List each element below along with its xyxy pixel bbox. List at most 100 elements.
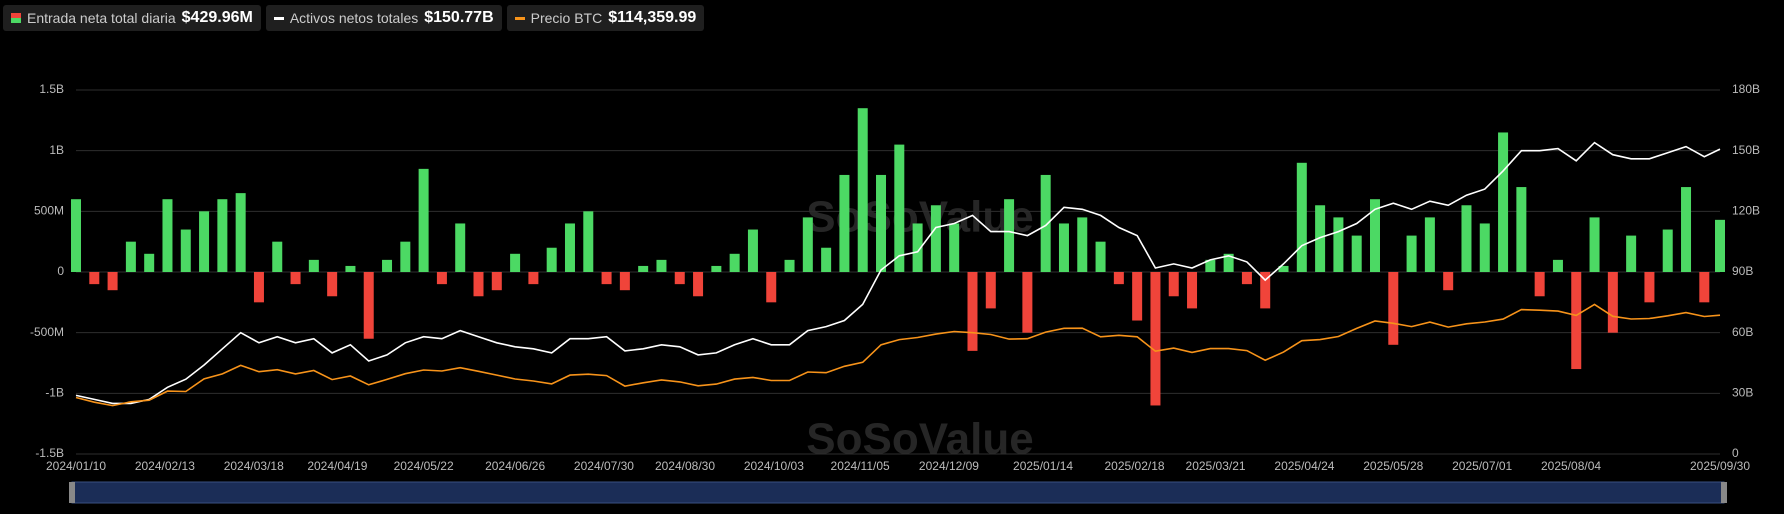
x-tick-label: 2025/03/21 [1186, 459, 1246, 473]
bar [1333, 217, 1344, 272]
bar [1004, 199, 1015, 272]
bar [802, 217, 813, 272]
x-tick-label: 2024/12/09 [919, 459, 979, 473]
bar [912, 223, 923, 272]
bar [436, 272, 447, 285]
bar [1187, 272, 1198, 309]
bar [1552, 259, 1563, 272]
bar [1058, 223, 1069, 272]
bar [125, 241, 136, 272]
navigator-handle[interactable] [69, 482, 75, 503]
x-tick-label: 2025/04/24 [1274, 459, 1334, 473]
bar [327, 272, 338, 297]
bar [839, 174, 850, 272]
bar [1498, 132, 1509, 272]
x-tick-label: 2024/10/03 [744, 459, 804, 473]
bar [1388, 272, 1399, 345]
bar [583, 211, 594, 272]
x-tick-label: 2024/03/18 [224, 459, 284, 473]
bar [235, 193, 246, 272]
y-tick-label: 1B [49, 143, 64, 157]
x-tick-label: 2025/01/14 [1013, 459, 1073, 473]
bar [546, 247, 557, 272]
bar [1241, 272, 1252, 285]
navigator-handle[interactable] [1721, 482, 1727, 503]
bar [71, 199, 81, 272]
bar [1132, 272, 1143, 321]
bar [400, 241, 411, 272]
bar [1699, 272, 1710, 303]
bar [1534, 272, 1545, 297]
bar [1351, 235, 1362, 272]
bar [308, 259, 319, 272]
bar [1077, 217, 1088, 272]
x-tick-label: 2024/11/05 [831, 459, 890, 473]
bar [1223, 253, 1234, 272]
bar [1443, 272, 1454, 291]
x-tick-label: 2025/08/04 [1541, 459, 1601, 473]
bar [674, 272, 685, 285]
legend-icon [273, 16, 284, 20]
x-tick-label: 2024/01/10 [46, 459, 106, 473]
x-tick-label: 2024/04/19 [307, 459, 367, 473]
legend-label: Activos netos totales [289, 10, 419, 26]
bar [564, 223, 575, 272]
bar [1406, 235, 1417, 272]
bar [144, 253, 155, 272]
y2-tick-label: 90B [1732, 264, 1753, 278]
bar [1168, 272, 1179, 297]
bar [345, 265, 356, 272]
bar [747, 229, 758, 272]
x-tick-label: 2025/07/01 [1452, 459, 1512, 473]
legend-item[interactable]: Precio BTC $114,359.99 [506, 5, 705, 31]
bar [1516, 187, 1527, 272]
bar [949, 223, 960, 272]
y2-tick-label: 120B [1732, 204, 1760, 218]
bar [1205, 259, 1216, 272]
bar [1369, 199, 1380, 272]
bar [1461, 205, 1472, 272]
y-tick-label: -1.5B [35, 446, 64, 460]
legend-item[interactable]: Activos netos totales $150.77B [265, 5, 502, 31]
navigator[interactable] [71, 481, 1725, 504]
bar [1479, 223, 1490, 272]
x-tick-label: 2024/06/26 [485, 459, 545, 473]
y2-tick-label: 150B [1732, 143, 1760, 157]
bar [1315, 205, 1326, 272]
bar [253, 272, 264, 303]
bar [1022, 272, 1033, 333]
watermark: SoSoValue [806, 415, 1033, 464]
bar [1662, 229, 1673, 272]
legend-item[interactable]: Entrada neta total diaria $429.96M [3, 5, 261, 31]
bar [290, 272, 301, 285]
bar [656, 259, 667, 272]
bar [162, 199, 173, 272]
bar [89, 272, 100, 285]
legend-icon [514, 16, 525, 20]
legend-label: Precio BTC [530, 10, 603, 26]
bar [491, 272, 502, 291]
bar [1681, 187, 1692, 272]
bar [784, 259, 795, 272]
x-tick-label: 2024/07/30 [574, 459, 634, 473]
legend-value: $429.96M [181, 9, 253, 26]
y-tick-label: 0 [57, 264, 64, 278]
legend: Entrada neta total diaria $429.96M Activos… [3, 5, 705, 31]
bar [1644, 272, 1655, 303]
bar [638, 265, 649, 272]
bar [510, 253, 521, 272]
x-tick-label: 2025/09/30 [1690, 459, 1750, 473]
line [75, 303, 1721, 407]
bar [857, 108, 868, 272]
bar [1113, 272, 1124, 285]
y-tick-label: -1B [45, 386, 64, 400]
bar [473, 272, 484, 297]
legend-value: $150.77B [424, 9, 494, 26]
y2-tick-label: 30B [1732, 386, 1753, 400]
x-tick-label: 2024/02/13 [135, 459, 195, 473]
bar [455, 223, 466, 272]
legend-label: Entrada neta total diaria [27, 10, 176, 26]
bar [1150, 272, 1161, 406]
